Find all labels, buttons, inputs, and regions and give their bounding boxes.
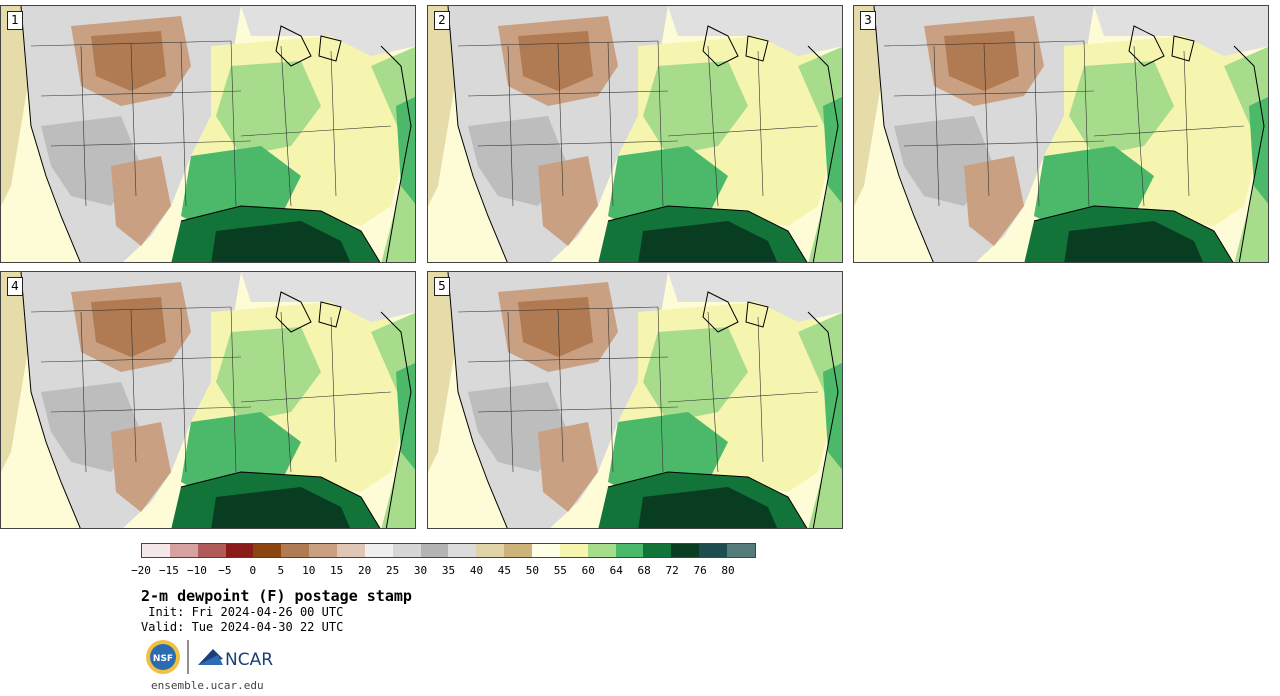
colorbar-segment — [225, 544, 254, 557]
colorbar-tick-label: 25 — [385, 564, 400, 577]
site-url: ensemble.ucar.edu — [151, 679, 264, 692]
colorbar-tick-label: 60 — [581, 564, 595, 577]
ncar-logo-text: NCAR — [225, 650, 273, 670]
colorbar-segment — [281, 544, 310, 557]
colorbar-segment — [420, 544, 449, 557]
nsf-logo-icon: NSF — [146, 640, 180, 674]
colorbar-segment — [504, 544, 533, 557]
colorbar-tick-label: 5 — [277, 564, 285, 577]
logos: NSF NCAR — [146, 640, 273, 674]
panel-number: 1 — [7, 11, 23, 30]
colorbar-segment — [309, 544, 338, 557]
colorbar-tick-label: −5 — [218, 564, 232, 577]
colorbar-segment — [142, 544, 170, 557]
colorbar-tick-label: 55 — [553, 564, 567, 577]
ncar-logo-icon: NCAR — [198, 649, 273, 670]
colorbar-segment — [253, 544, 282, 557]
colorbar-tick-label: 15 — [330, 564, 344, 577]
figure-title: 2-m dewpoint (F) postage stamp — [141, 587, 412, 605]
panel-number: 5 — [434, 277, 450, 296]
colorbar-segment — [559, 544, 588, 557]
colorbar-segment — [615, 544, 644, 557]
colorbar-segment — [727, 544, 755, 557]
colorbar-segment — [699, 544, 728, 557]
colorbar-segment — [532, 544, 560, 557]
nsf-logo-text: NSF — [153, 654, 173, 664]
colorbar-tick-label: 20 — [358, 564, 372, 577]
map-panel-1: 1 — [0, 5, 416, 263]
colorbar-tick-label: −20 — [131, 564, 151, 577]
colorbar-tick-label: 68 — [637, 564, 651, 577]
colorbar-tick-label: 80 — [721, 564, 735, 577]
valid-time: Valid: Tue 2024-04-30 22 UTC — [141, 620, 344, 634]
colorbar-segment — [476, 544, 505, 557]
map-panel-4: 4 — [0, 271, 416, 529]
colorbar-tick-label: 45 — [497, 564, 512, 577]
panel-number: 3 — [860, 11, 876, 30]
colorbar-segment — [169, 544, 198, 557]
map-panel-5: 5 — [427, 271, 843, 529]
dewpoint-map — [428, 272, 842, 528]
map-panel-2: 2 — [427, 5, 843, 263]
dewpoint-map — [854, 6, 1268, 262]
colorbar-segment — [448, 544, 477, 557]
colorbar-segment — [671, 544, 700, 557]
colorbar-tick-label: −10 — [186, 564, 207, 577]
colorbar-tick-label: 35 — [441, 564, 456, 577]
panel-number: 2 — [434, 11, 450, 30]
colorbar-tick-label: 30 — [413, 564, 428, 577]
colorbar-ticks: −20 −15 −10 −5 0 5 10 15 20 25 30 35 40 45 50 55 60 64 68 7… — [131, 564, 756, 578]
colorbar-segment — [587, 544, 616, 557]
colorbar-tick-label: 64 — [609, 564, 623, 577]
colorbar-tick-label: 0 — [249, 564, 257, 577]
dewpoint-map — [1, 6, 415, 262]
panel-number: 4 — [7, 277, 23, 296]
colorbar-tick-label: 76 — [693, 564, 707, 577]
dewpoint-map — [428, 6, 842, 262]
colorbar-tick-label: −15 — [159, 564, 179, 577]
colorbar-tick-label: 10 — [302, 564, 316, 577]
init-time: Init: Fri 2024-04-26 00 UTC — [141, 605, 344, 619]
colorbar-segment — [364, 544, 393, 557]
dewpoint-map — [1, 272, 415, 528]
colorbar-tick-label: 50 — [525, 564, 539, 577]
colorbar-tick-label: 72 — [665, 564, 679, 577]
colorbar-segment — [643, 544, 672, 557]
colorbar-segment — [197, 544, 226, 557]
colorbar-segment — [337, 544, 365, 557]
map-panel-3: 3 — [853, 5, 1269, 263]
colorbar — [141, 543, 756, 558]
colorbar-tick-label: 40 — [469, 564, 484, 577]
colorbar-segment — [392, 544, 421, 557]
